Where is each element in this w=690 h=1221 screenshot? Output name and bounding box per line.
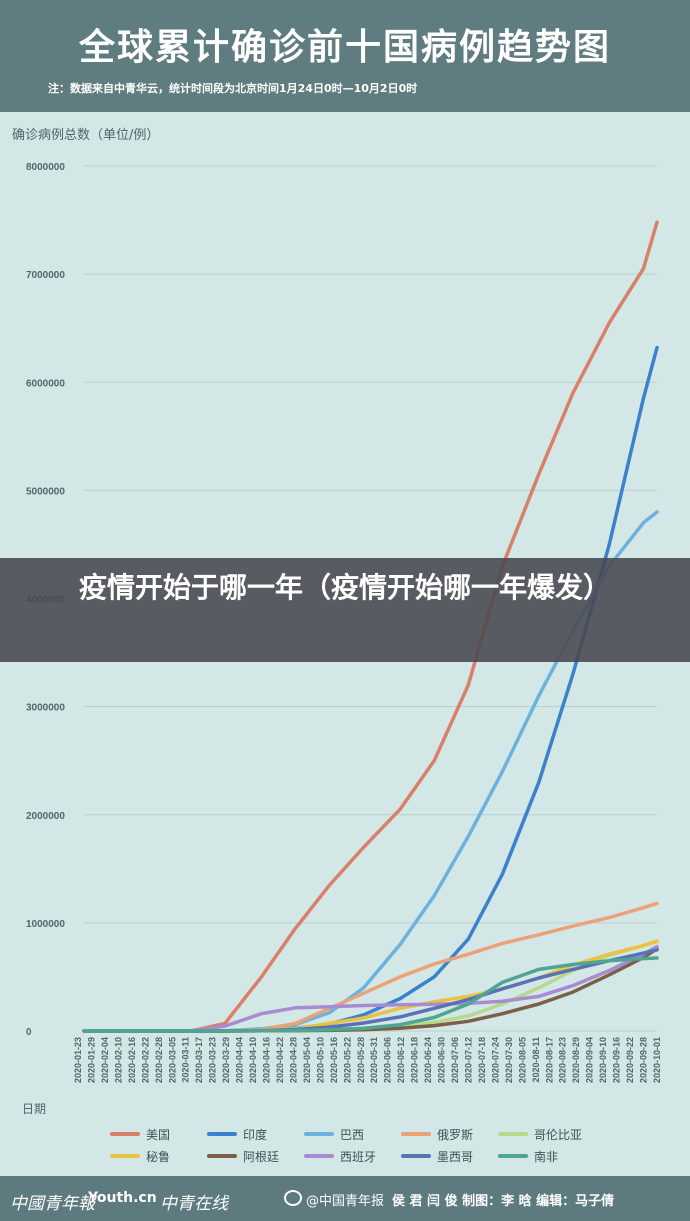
headline-banner: 疫情开始于哪一年（疫情开始哪一年爆发）	[0, 558, 690, 662]
x-tick-label: 2020-02-28	[154, 1037, 164, 1083]
data-source-note: 注：数据来自中青华云，统计时间段为北京时间1月24日0时—10月2日0时	[48, 82, 418, 95]
y-tick-label: 3000000	[26, 703, 65, 714]
x-tick-label: 2020-09-10	[598, 1037, 608, 1083]
y-tick-label: 2000000	[26, 811, 65, 822]
y-tick-label: 0	[26, 1027, 32, 1038]
x-tick-label: 2020-03-29	[221, 1037, 231, 1083]
y-tick-label: 8000000	[26, 162, 65, 173]
x-tick-label: 2020-09-28	[639, 1037, 649, 1083]
y-tick-label: 6000000	[26, 378, 65, 389]
zhongqing-online-logo: 中青在线	[160, 1194, 228, 1214]
x-tick-label: 2020-05-31	[369, 1037, 379, 1083]
legend-label: 哥伦比亚	[534, 1127, 582, 1142]
x-tick-label: 2020-08-23	[558, 1037, 568, 1083]
x-tick-label: 2020-07-24	[490, 1037, 500, 1083]
legend-label: 印度	[243, 1127, 267, 1142]
x-tick-label: 2020-03-05	[167, 1037, 177, 1083]
x-tick-label: 2020-05-28	[356, 1037, 366, 1083]
x-tick-label: 2020-09-22	[625, 1037, 635, 1083]
x-tick-label: 2020-07-18	[477, 1037, 487, 1083]
x-tick-label: 2020-05-22	[342, 1037, 352, 1083]
legend-label: 巴西	[340, 1128, 364, 1142]
x-tick-label: 2020-10-01	[652, 1037, 662, 1083]
chart-title: 全球累计确诊前十国病例趋势图	[78, 27, 611, 68]
x-tick-label: 2020-04-04	[235, 1037, 245, 1083]
x-tick-label: 2020-02-16	[127, 1037, 137, 1083]
x-tick-label: 2020-06-24	[423, 1037, 433, 1083]
weibo-watermark: @中国青年报	[306, 1194, 385, 1209]
y-tick-label: 5000000	[26, 486, 65, 497]
legend-label: 美国	[146, 1128, 170, 1142]
chart-header: 全球累计确诊前十国病例趋势图 注：数据来自中青华云，统计时间段为北京时间1月24…	[0, 0, 690, 112]
legend-label: 墨西哥	[437, 1150, 473, 1164]
x-tick-label: 2020-05-10	[315, 1037, 325, 1083]
x-tick-label: 2020-03-11	[181, 1037, 191, 1083]
x-tick-label: 2020-07-06	[450, 1037, 460, 1083]
x-tick-label: 2020-09-16	[612, 1037, 622, 1083]
legend-label: 秘鲁	[146, 1150, 170, 1164]
x-tick-label: 2020-06-30	[437, 1037, 447, 1083]
series-line	[82, 944, 659, 1033]
x-tick-label: 2020-05-16	[329, 1037, 339, 1083]
x-tick-label: 2020-03-23	[208, 1037, 218, 1083]
x-tick-label: 2020-06-18	[410, 1037, 420, 1083]
x-tick-label: 2020-05-04	[302, 1037, 312, 1083]
x-tick-label: 2020-08-17	[544, 1037, 554, 1083]
china-youth-daily-logo: 中國青年報	[10, 1194, 95, 1214]
x-tick-label: 2020-03-17	[194, 1037, 204, 1083]
y-axis-title: 确诊病例总数（单位/例）	[12, 128, 160, 143]
series-line	[82, 345, 659, 1033]
series-line	[82, 220, 659, 1033]
headline-text: 疫情开始于哪一年（疫情开始哪一年爆发）	[78, 571, 611, 604]
series-line	[82, 956, 659, 1033]
x-tick-label: 2020-02-10	[113, 1037, 123, 1083]
x-tick-label: 2020-08-11	[531, 1037, 541, 1083]
x-tick-label: 2020-04-22	[275, 1037, 285, 1083]
x-tick-label: 2020-06-06	[383, 1037, 393, 1083]
weibo-icon	[284, 1190, 302, 1206]
x-tick-label: 2020-01-23	[73, 1037, 83, 1083]
x-tick-label: 2020-01-29	[86, 1037, 96, 1083]
y-tick-label: 1000000	[26, 919, 65, 930]
x-tick-label: 2020-09-04	[585, 1037, 595, 1083]
x-tick-label: 2020-08-05	[517, 1037, 527, 1083]
x-tick-label: 2020-07-12	[463, 1037, 473, 1083]
x-tick-label: 2020-04-10	[248, 1037, 258, 1083]
x-tick-label: 2020-02-04	[100, 1037, 110, 1083]
x-tick-label: 2020-08-29	[571, 1037, 581, 1083]
legend-label: 阿根廷	[243, 1150, 279, 1164]
x-axis-title: 日期	[22, 1102, 47, 1116]
y-tick-label: 7000000	[26, 270, 65, 281]
footer-bar: 中國青年報 Youth.cn 中青在线 @中国青年报 侯 君 闫 俊 制图：李 …	[0, 1176, 690, 1221]
x-tick-label: 2020-04-28	[288, 1037, 298, 1083]
youth-cn-logo: Youth.cn	[88, 1190, 157, 1206]
x-tick-label: 2020-02-22	[140, 1037, 150, 1083]
author-credits: 侯 君 闫 俊 制图：李 晗 编辑：马子倩	[392, 1194, 615, 1209]
x-tick-label: 2020-04-16	[262, 1037, 272, 1083]
x-tick-label: 2020-07-30	[504, 1037, 514, 1083]
legend-label: 西班牙	[340, 1150, 376, 1164]
x-tick-label: 2020-06-12	[396, 1037, 406, 1083]
legend-label: 俄罗斯	[437, 1128, 473, 1142]
legend-label: 南非	[534, 1149, 558, 1164]
